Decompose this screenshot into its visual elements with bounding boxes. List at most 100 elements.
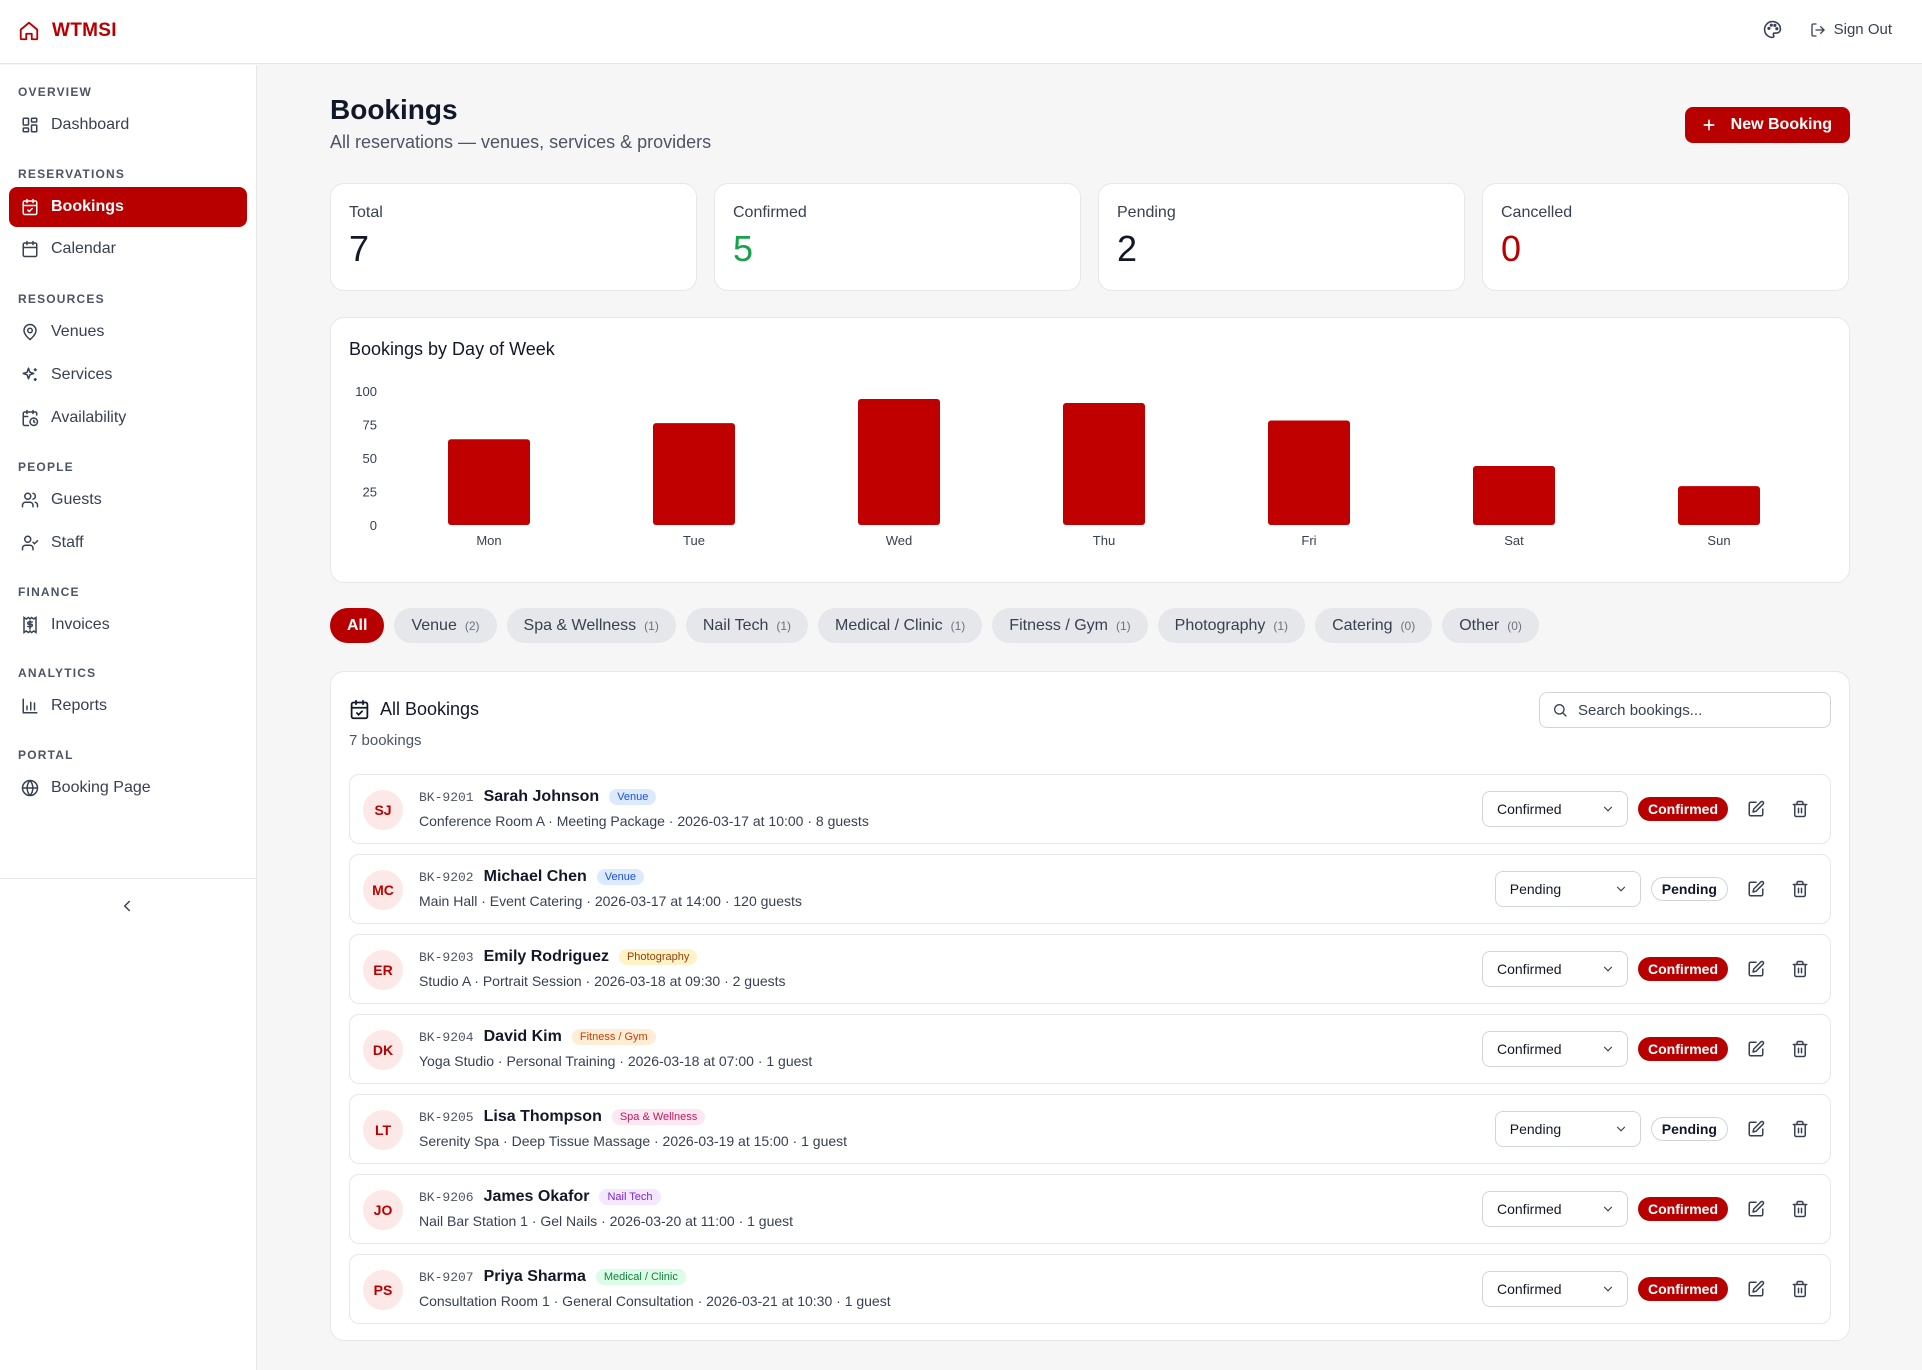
edit-button[interactable]: [1740, 1113, 1772, 1145]
filter-chip[interactable]: Fitness / Gym (1): [992, 608, 1148, 643]
calendar-clock-icon: [21, 409, 39, 427]
filter-chip[interactable]: Spa & Wellness (1): [506, 608, 676, 643]
edit-icon: [1747, 1120, 1765, 1138]
booking-row[interactable]: MC BK-9202 Michael Chen Venue Main Hall · Ev…: [349, 854, 1831, 924]
trash-icon: [1791, 1120, 1809, 1138]
filter-chip-label: Spa & Wellness: [523, 616, 637, 634]
sidebar-item-label: Staff: [51, 534, 84, 551]
sidebar-item-dashboard[interactable]: Dashboard: [9, 105, 247, 145]
category-badge: Venue: [609, 789, 657, 805]
sidebar-item-availability[interactable]: Availability: [9, 398, 247, 438]
sparkles-icon: [21, 366, 39, 384]
bar-thu[interactable]: [1063, 403, 1145, 525]
booking-row[interactable]: SJ BK-9201 Sarah Johnson Venue Conference Ro…: [349, 774, 1831, 844]
status-select[interactable]: Confirmed: [1482, 1031, 1628, 1067]
category-filters: All Venue (2) Spa & Wellness (1) Nail Tech (1)…: [330, 608, 1539, 643]
status-select[interactable]: Pending: [1494, 871, 1641, 907]
filter-chip[interactable]: All: [330, 608, 385, 643]
status-select[interactable]: Confirmed: [1482, 791, 1628, 827]
sidebar-item-venues[interactable]: Venues: [9, 312, 247, 352]
edit-button[interactable]: [1740, 873, 1772, 905]
status-select-value: Confirmed: [1497, 1041, 1562, 1057]
stat-card-total: Total 7: [330, 183, 697, 291]
status-select[interactable]: Pending: [1494, 1111, 1641, 1147]
category-badge: Venue: [596, 869, 644, 885]
bar-fri[interactable]: [1268, 420, 1350, 525]
booking-row[interactable]: LT BK-9205 Lisa Thompson Spa & Wellness Sere…: [349, 1094, 1831, 1164]
bar-sat[interactable]: [1473, 466, 1555, 525]
bar-mon[interactable]: [448, 439, 530, 525]
edit-button[interactable]: [1740, 1033, 1772, 1065]
category-badge: Nail Tech: [599, 1189, 661, 1205]
chevron-down-icon: [1614, 882, 1628, 896]
stat-card-cancelled: Cancelled 0: [1482, 183, 1849, 291]
delete-button[interactable]: [1784, 953, 1816, 985]
sidebar-item-label: Booking Page: [51, 779, 151, 796]
filter-chip[interactable]: Other (0): [1442, 608, 1539, 643]
delete-button[interactable]: [1784, 1273, 1816, 1305]
bar-tue[interactable]: [653, 423, 735, 525]
user-check-icon: [21, 534, 39, 552]
palette-icon[interactable]: [1763, 20, 1782, 39]
bar-sun[interactable]: [1678, 486, 1760, 525]
stat-value: 0: [1501, 228, 1522, 269]
booking-row[interactable]: DK BK-9204 David Kim Fitness / Gym Yoga Stud…: [349, 1014, 1831, 1084]
new-booking-button[interactable]: New Booking: [1684, 107, 1850, 143]
guest-name: Lisa Thompson: [483, 1108, 602, 1125]
stat-label: Total: [349, 204, 383, 221]
chevron-down-icon: [1601, 1282, 1615, 1296]
bookings-list-card: All Bookings 7 bookings SJ BK-9201 Sarah J…: [330, 671, 1850, 1341]
guest-name: Emily Rodriguez: [483, 948, 609, 965]
sidebar-item-bookings[interactable]: Bookings: [9, 187, 247, 227]
edit-button[interactable]: [1740, 1193, 1772, 1225]
sidebar-item-services[interactable]: Services: [9, 355, 247, 395]
edit-button[interactable]: [1740, 953, 1772, 985]
sidebar-item-invoices[interactable]: Invoices: [9, 605, 247, 645]
booking-id: BK-9206: [419, 1189, 474, 1205]
search-input[interactable]: [1578, 701, 1818, 719]
sidebar-item-reports[interactable]: Reports: [9, 686, 247, 726]
status-badge: Confirmed: [1638, 957, 1728, 981]
filter-chip[interactable]: Nail Tech (1): [685, 608, 809, 643]
edit-icon: [1747, 880, 1765, 898]
status-select[interactable]: Confirmed: [1482, 1271, 1628, 1307]
globe-icon: [21, 779, 39, 797]
sign-out-button[interactable]: Sign Out: [1810, 21, 1892, 38]
search-box: [1539, 692, 1831, 728]
brand[interactable]: WTMSI: [18, 20, 117, 42]
status-select[interactable]: Confirmed: [1482, 1191, 1628, 1227]
delete-button[interactable]: [1784, 1193, 1816, 1225]
sidebar-item-guests[interactable]: Guests: [9, 480, 247, 520]
status-select[interactable]: Confirmed: [1482, 951, 1628, 987]
receipt-icon: [21, 616, 39, 634]
status-badge: Pending: [1650, 877, 1728, 901]
filter-chip[interactable]: Medical / Clinic (1): [818, 608, 983, 643]
stat-card-pending: Pending 2: [1098, 183, 1465, 291]
brand-name: WTMSI: [52, 20, 117, 41]
delete-button[interactable]: [1784, 1033, 1816, 1065]
delete-button[interactable]: [1784, 1113, 1816, 1145]
filter-chip[interactable]: Photography (1): [1157, 608, 1306, 643]
booking-row[interactable]: PS BK-9207 Priya Sharma Medical / Clinic Con…: [349, 1254, 1831, 1324]
booking-row[interactable]: ER BK-9203 Emily Rodriguez Photography Studi…: [349, 934, 1831, 1004]
collapse-sidebar-button[interactable]: [118, 897, 136, 915]
x-tick-label: Wed: [886, 533, 913, 548]
guest-name: Sarah Johnson: [483, 788, 600, 805]
booking-row[interactable]: JO BK-9206 James Okafor Nail Tech Nail Bar S…: [349, 1174, 1831, 1244]
delete-button[interactable]: [1784, 793, 1816, 825]
edit-button[interactable]: [1740, 793, 1772, 825]
filter-chip[interactable]: Catering (0): [1315, 608, 1433, 643]
sidebar-item-booking-page[interactable]: Booking Page: [9, 768, 247, 808]
filter-chip[interactable]: Venue (2): [394, 608, 497, 643]
bar-wed[interactable]: [858, 399, 940, 525]
edit-button[interactable]: [1740, 1273, 1772, 1305]
sidebar-item-staff[interactable]: Staff: [9, 523, 247, 563]
filter-chip-label: Medical / Clinic: [835, 616, 943, 634]
sidebar-item-calendar[interactable]: Calendar: [9, 229, 247, 269]
trash-icon: [1791, 1200, 1809, 1218]
delete-button[interactable]: [1784, 873, 1816, 905]
filter-chip-label: Fitness / Gym: [1009, 616, 1108, 634]
status-badge: Pending: [1650, 1117, 1728, 1141]
nav-section-overview: OVERVIEW: [18, 85, 93, 99]
chevron-down-icon: [1614, 1122, 1628, 1136]
